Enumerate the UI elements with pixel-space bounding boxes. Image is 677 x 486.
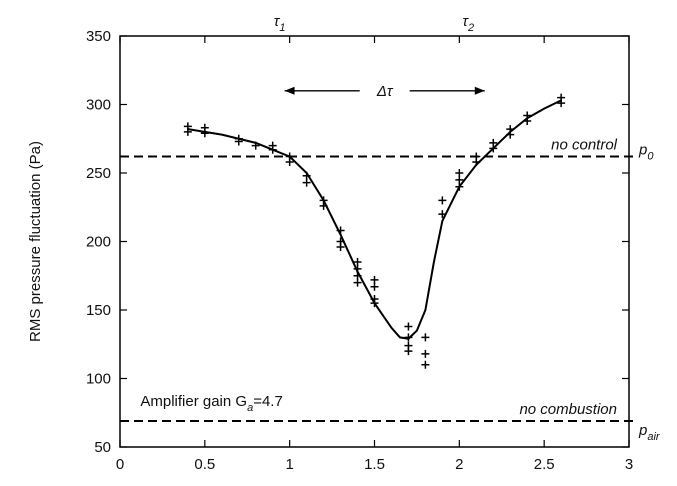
plot-frame bbox=[119, 35, 630, 448]
point bbox=[455, 169, 464, 177]
reference-label-main: p bbox=[638, 422, 647, 439]
point bbox=[438, 210, 447, 219]
reference-label-sub: 0 bbox=[647, 151, 654, 163]
point bbox=[353, 278, 362, 287]
point bbox=[438, 196, 447, 205]
y-tick-label: 100 bbox=[86, 371, 111, 388]
reference-note: no control bbox=[551, 137, 618, 154]
point bbox=[370, 282, 379, 291]
gain-label: Amplifier gain Ga=4.7 bbox=[140, 393, 282, 414]
gain-label-main: Amplifier gain G bbox=[140, 393, 247, 410]
reference-label: p0 bbox=[638, 142, 654, 163]
x-tick-label: 1 bbox=[285, 456, 293, 473]
y-tick-label: 300 bbox=[86, 97, 111, 114]
tau-label-main: τ bbox=[274, 13, 281, 30]
tau-label-main: τ bbox=[462, 13, 469, 30]
point bbox=[404, 333, 413, 342]
y-tick-label: 150 bbox=[86, 302, 111, 319]
tau-label: τ2 bbox=[462, 13, 474, 34]
y-tick-label: 50 bbox=[94, 439, 111, 456]
gain-label-after: =4.7 bbox=[253, 393, 283, 410]
reference-label-sub: air bbox=[647, 431, 661, 443]
x-tick-label: 0.5 bbox=[194, 456, 215, 473]
x-tick-label: 3 bbox=[625, 456, 633, 473]
reference-label: pair bbox=[638, 422, 661, 443]
point bbox=[302, 178, 311, 187]
point bbox=[472, 158, 481, 167]
point bbox=[455, 182, 464, 191]
point bbox=[506, 130, 515, 139]
point bbox=[404, 322, 413, 331]
y-tick-label: 350 bbox=[86, 28, 111, 45]
reference-note: no combustion bbox=[519, 401, 617, 418]
gain-label-sub: a bbox=[247, 402, 253, 414]
arrow-head bbox=[474, 86, 485, 95]
point bbox=[302, 171, 311, 180]
point bbox=[268, 145, 277, 154]
point bbox=[455, 175, 464, 184]
point bbox=[370, 299, 379, 308]
x-tick-label: 1.5 bbox=[364, 456, 385, 473]
point bbox=[183, 127, 192, 136]
y-tick-label: 250 bbox=[86, 165, 111, 182]
y-axis-label: RMS pressure fluctuation (Pa) bbox=[27, 141, 44, 342]
reference-label-main: p bbox=[638, 142, 647, 159]
x-tick-label: 2.5 bbox=[534, 456, 555, 473]
tau-label-sub: 2 bbox=[467, 22, 474, 34]
point bbox=[285, 158, 294, 167]
point bbox=[353, 258, 362, 267]
point bbox=[557, 99, 566, 108]
point bbox=[353, 264, 362, 273]
y-tick-label: 200 bbox=[86, 234, 111, 251]
point bbox=[489, 144, 498, 153]
point bbox=[319, 201, 328, 210]
point bbox=[404, 347, 413, 356]
point bbox=[523, 116, 532, 125]
point bbox=[251, 141, 260, 150]
point bbox=[421, 360, 430, 369]
x-tick-label: 0 bbox=[116, 456, 124, 473]
point bbox=[336, 226, 345, 235]
tau-label: τ1 bbox=[274, 13, 286, 34]
point bbox=[421, 349, 430, 358]
x-tick-label: 2 bbox=[455, 456, 463, 473]
point bbox=[370, 275, 379, 284]
point bbox=[421, 333, 430, 342]
point bbox=[336, 242, 345, 251]
tau-label-sub: 1 bbox=[279, 22, 285, 34]
delta-label: Δτ bbox=[376, 83, 394, 100]
point bbox=[234, 137, 243, 146]
arrow-head bbox=[284, 86, 295, 95]
point bbox=[353, 271, 362, 280]
point bbox=[200, 129, 209, 138]
